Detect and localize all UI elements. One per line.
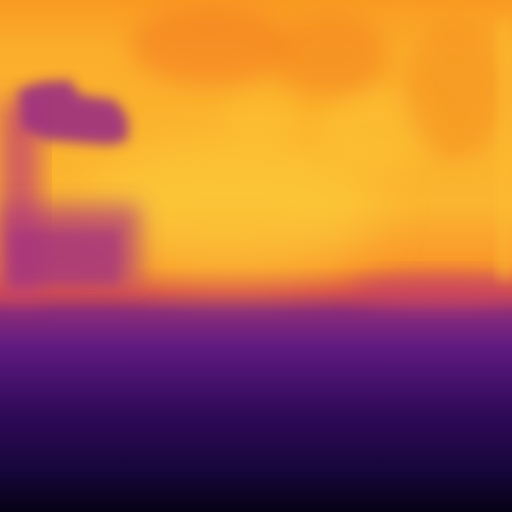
bright-glow bbox=[80, 140, 380, 280]
top-orange-patch bbox=[405, 20, 505, 160]
bright-glow bbox=[220, 95, 300, 145]
top-orange-patch bbox=[270, 15, 390, 95]
edge-highlight bbox=[498, 20, 512, 280]
top-orange-patch bbox=[130, 5, 290, 85]
dark-object bbox=[18, 80, 128, 145]
dark-object bbox=[10, 230, 120, 285]
horizon-shadow bbox=[350, 272, 512, 308]
